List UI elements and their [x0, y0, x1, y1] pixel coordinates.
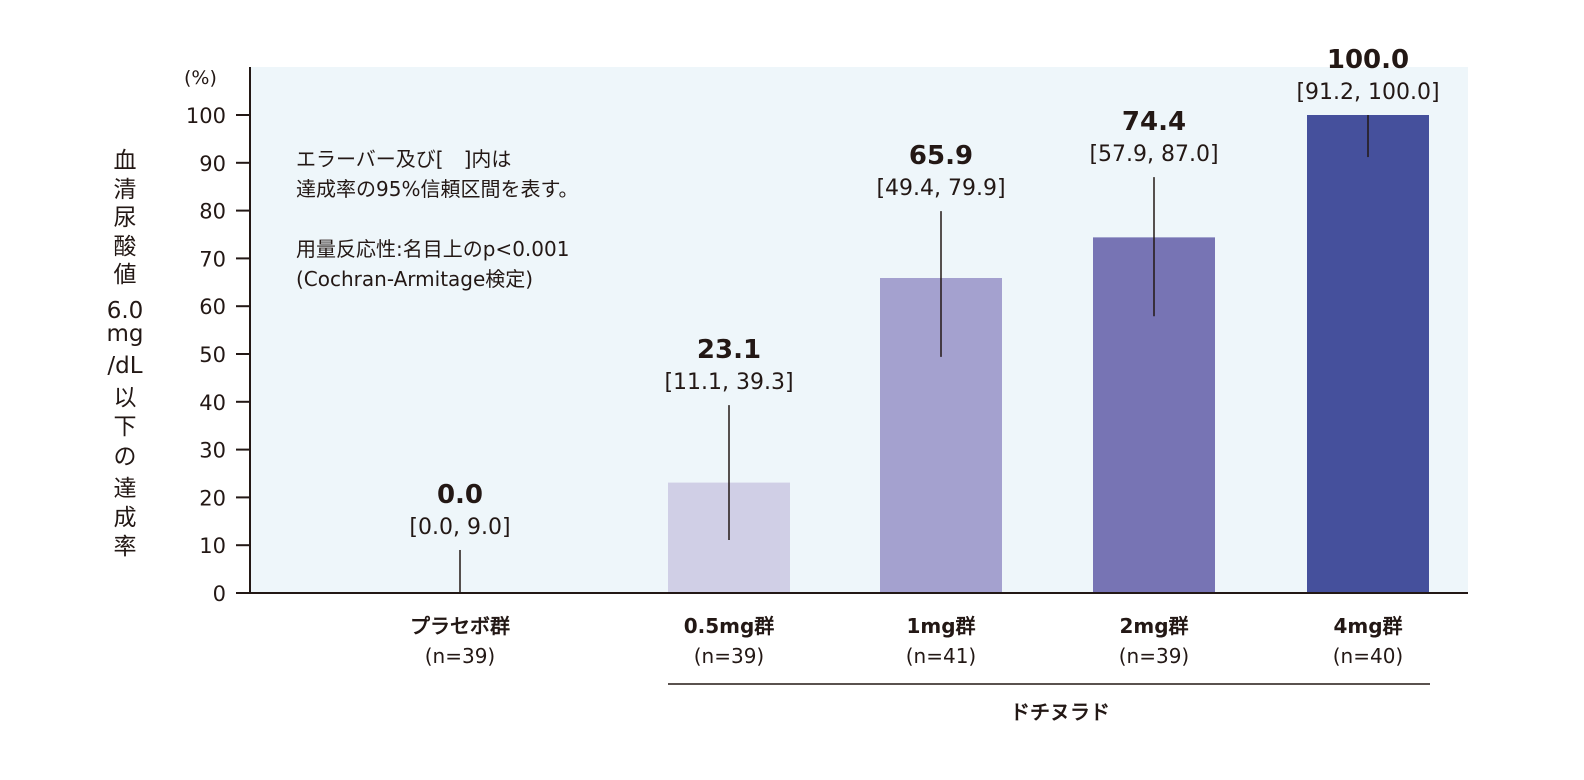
y-tick-label: 0	[213, 582, 226, 606]
y-tick-label: 70	[199, 247, 226, 271]
y-axis-label-part: 尿	[113, 205, 137, 231]
y-tick-label: 100	[186, 104, 226, 128]
bar	[1307, 115, 1429, 593]
y-axis-label-part: 達	[113, 476, 137, 502]
category-name: 0.5mg群	[683, 614, 775, 638]
y-axis-label-part: 成	[113, 505, 137, 531]
category-n: (n=39)	[693, 644, 765, 668]
value-label: 23.1	[697, 335, 761, 365]
y-tick-label: 60	[199, 295, 226, 319]
y-axis-ticks: 0 10 20 30 40 50 60 70 80 90 100	[186, 104, 250, 606]
value-label: 100.0	[1327, 45, 1409, 75]
y-tick-label: 90	[199, 152, 226, 176]
value-labels-group: [0.0, 9.0] 0.0 [11.1, 39.3] 23.1 [49.4, 79.9…	[409, 45, 1439, 540]
category-n: (n=39)	[424, 644, 496, 668]
y-axis-label-part: mg	[106, 321, 144, 347]
chart-note-line: エラーバー及び[ ]内は	[296, 147, 512, 171]
y-axis-label-part: 血	[113, 148, 137, 174]
y-tick-label: 20	[199, 486, 226, 510]
category-name: 1mg群	[906, 614, 976, 638]
category-label: 1mg群 (n=41)	[861, 611, 1021, 671]
y-tick-label: 80	[199, 200, 226, 224]
y-tick-label: 10	[199, 534, 226, 558]
y-tick-label: 50	[199, 343, 226, 367]
dotinurad-group-label: ドチヌラド	[1010, 700, 1110, 724]
ci-label: [11.1, 39.3]	[664, 370, 793, 395]
y-axis-label-part: 以	[113, 385, 137, 411]
y-axis-label-part: 率	[113, 534, 137, 560]
ci-label: [91.2, 100.0]	[1296, 80, 1439, 105]
y-axis-label-part: 下	[113, 414, 137, 440]
category-name: 4mg群	[1333, 614, 1403, 638]
y-axis-label-part: /dL	[107, 353, 143, 379]
chart-note-line: 達成率の95%信頼区間を表す。	[296, 177, 579, 201]
chart-note-line: 用量反応性:名目上のp<0.001	[296, 237, 570, 261]
category-n: (n=40)	[1332, 644, 1404, 668]
category-n: (n=39)	[1118, 644, 1190, 668]
value-label: 74.4	[1122, 107, 1186, 137]
category-n: (n=41)	[905, 644, 977, 668]
category-label: プラセボ群 (n=39)	[380, 611, 540, 671]
ci-label: [0.0, 9.0]	[409, 515, 510, 540]
error-bars-group	[459, 115, 1369, 593]
y-axis-label-part: 値	[113, 262, 137, 288]
y-tick-label: 30	[199, 439, 226, 463]
y-axis-label-part: 酸	[113, 234, 137, 260]
chart-note-line: (Cochran-Armitage検定)	[296, 267, 534, 291]
category-label: 2mg群 (n=39)	[1074, 611, 1234, 671]
ci-label: [57.9, 87.0]	[1089, 142, 1218, 167]
category-label: 0.5mg群 (n=39)	[649, 611, 809, 671]
y-tick-label: 40	[199, 391, 226, 415]
y-unit-label: (%)	[184, 67, 217, 89]
ci-label: [49.4, 79.9]	[876, 176, 1005, 201]
y-axis-label-part: 6.0	[106, 298, 144, 324]
category-name: プラセボ群	[410, 614, 510, 638]
y-axis-label-part: の	[113, 444, 137, 470]
value-label: 65.9	[909, 141, 973, 171]
y-axis-label-part: 清	[113, 177, 137, 203]
plot-area	[250, 67, 1468, 593]
category-name: 2mg群	[1119, 614, 1189, 638]
value-label: 0.0	[437, 480, 483, 510]
category-label: 4mg群 (n=40)	[1288, 611, 1448, 671]
